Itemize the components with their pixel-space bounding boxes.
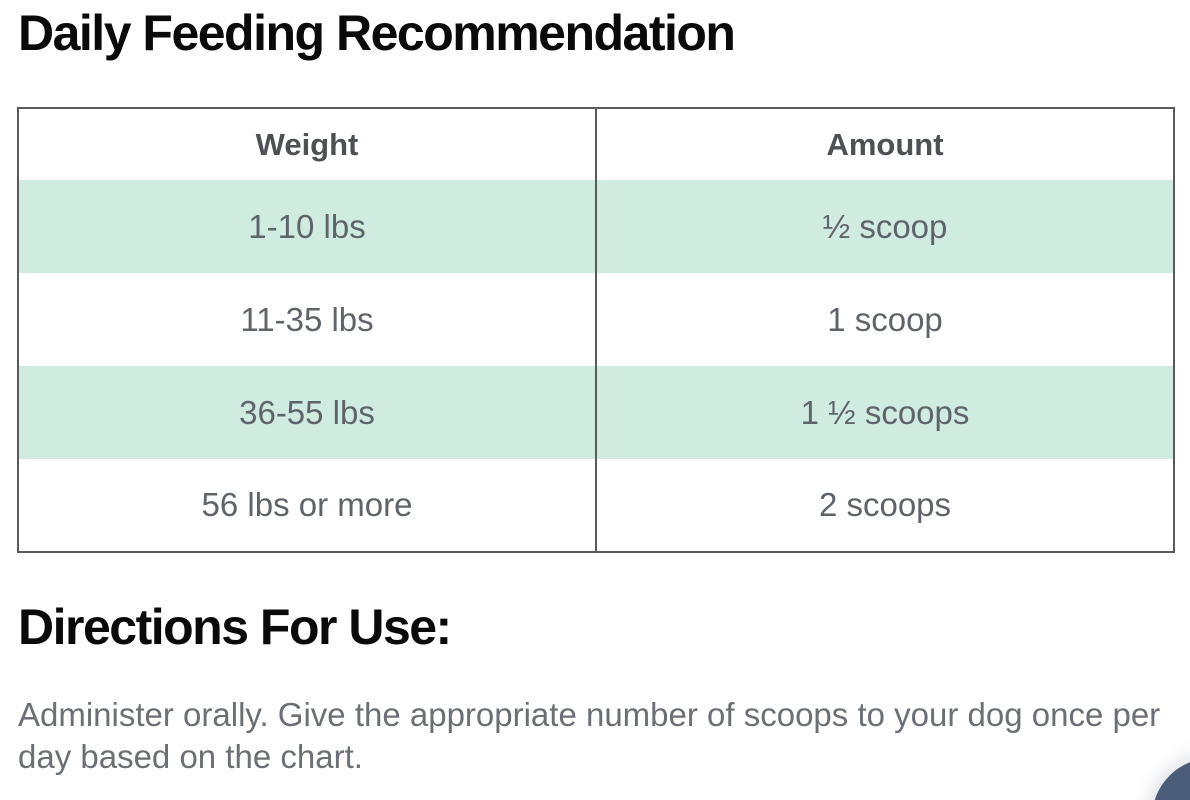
feeding-table: Weight Amount 1-10 lbs ½ scoop 11-35 lbs… (17, 107, 1175, 553)
weight-cell: 11-35 lbs (18, 273, 596, 366)
table-header-row: Weight Amount (18, 108, 1174, 180)
weight-cell: 56 lbs or more (18, 459, 596, 552)
column-header-weight: Weight (18, 108, 596, 180)
amount-cell: 2 scoops (595, 459, 1174, 552)
feeding-section-title: Daily Feeding Recommendation (18, 5, 736, 61)
table-row: 36-55 lbs 1 ½ scoops (18, 366, 1174, 459)
amount-cell: 1 ½ scoops (595, 366, 1174, 459)
weight-cell: 1-10 lbs (18, 180, 596, 273)
table-row: 1-10 lbs ½ scoop (18, 180, 1174, 273)
column-header-amount: Amount (595, 108, 1174, 180)
directions-text: Administer orally. Give the appropriate … (18, 696, 1161, 775)
directions-section-title: Directions For Use: (18, 599, 452, 655)
table-row: 56 lbs or more 2 scoops (18, 459, 1174, 552)
amount-cell: ½ scoop (595, 180, 1174, 273)
amount-cell: 1 scoop (595, 273, 1174, 366)
table-row: 11-35 lbs 1 scoop (18, 273, 1174, 366)
weight-cell: 36-55 lbs (18, 366, 596, 459)
